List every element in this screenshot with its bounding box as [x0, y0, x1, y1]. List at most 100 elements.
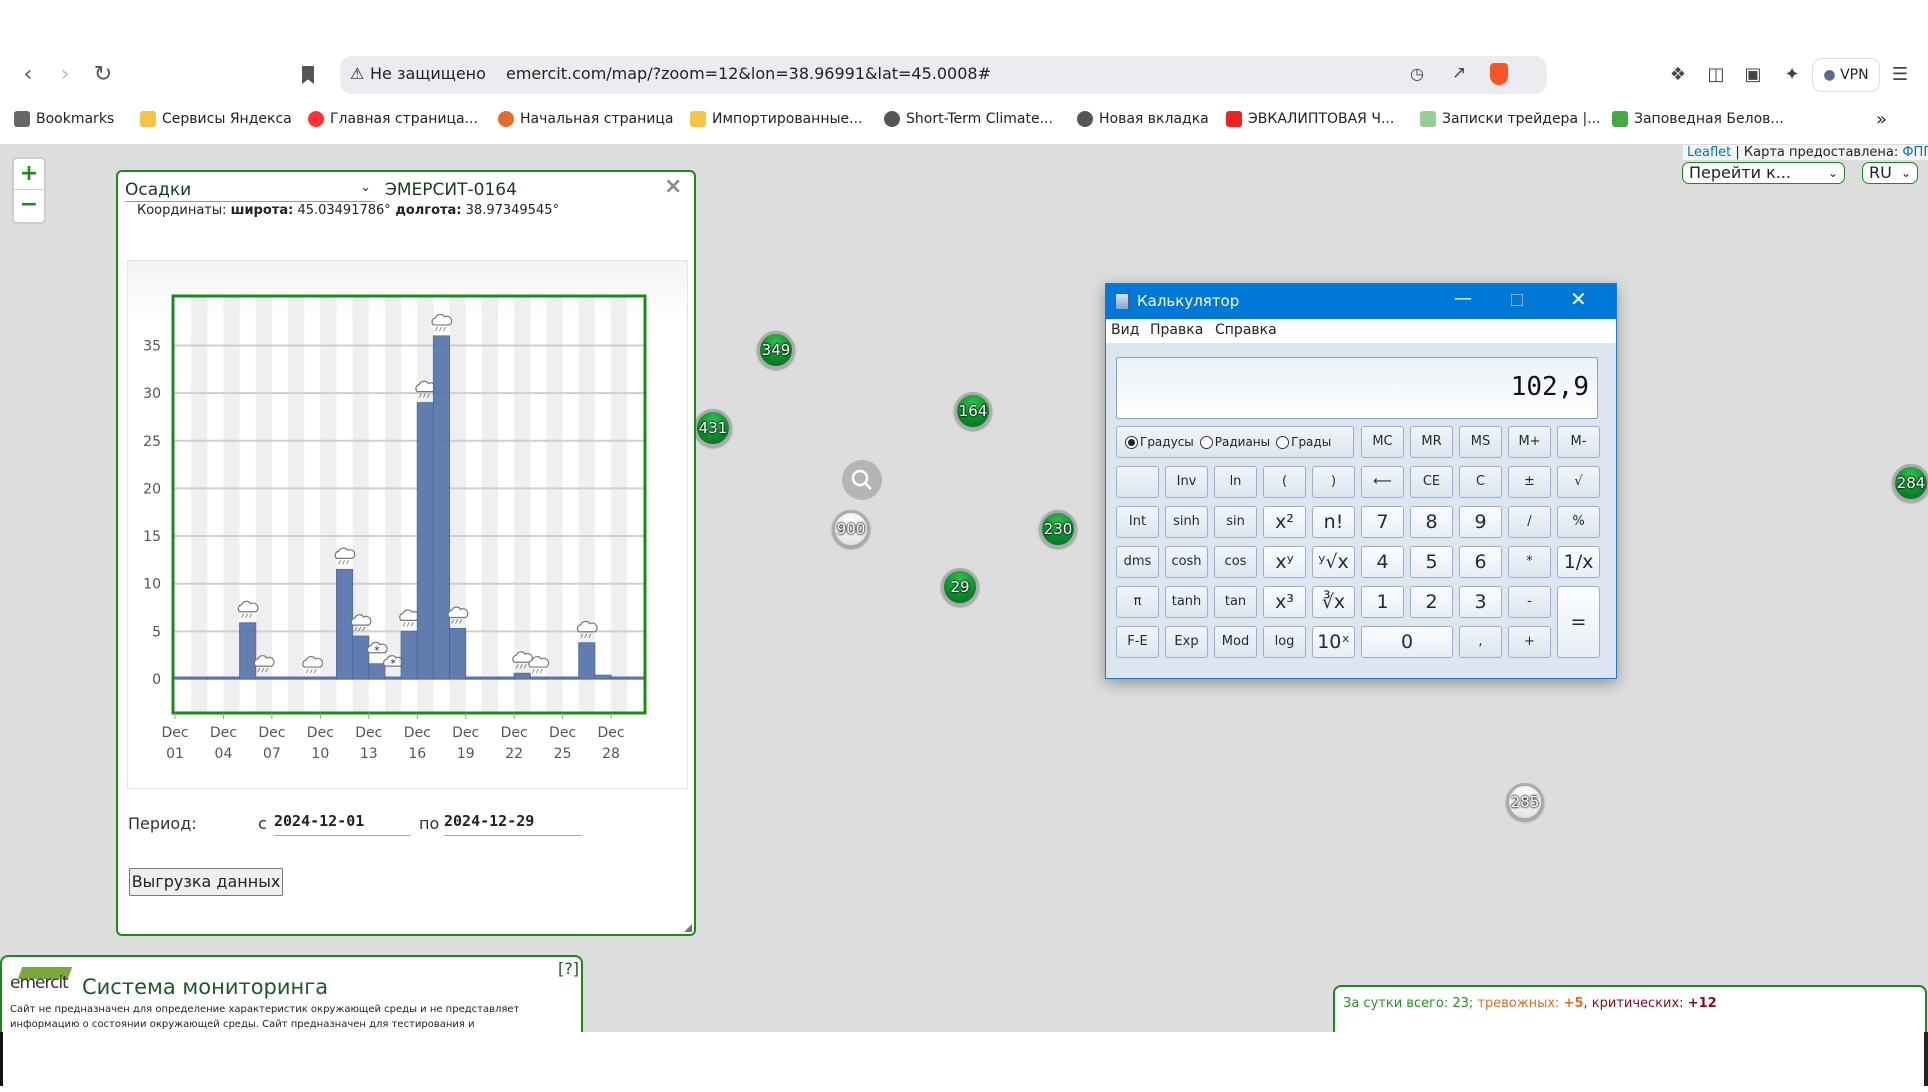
key-0[interactable]: 0 — [1361, 626, 1453, 658]
key-tanh[interactable]: tanh — [1165, 586, 1208, 618]
key-7[interactable]: 7 — [1361, 506, 1404, 538]
minimize-button[interactable]: — — [1454, 288, 1472, 309]
reload-button[interactable]: ↻ — [93, 62, 113, 87]
bar-dec-27[interactable] — [594, 674, 612, 680]
calculator-titlebar[interactable]: Калькулятор — ✕ — [1106, 284, 1616, 319]
key-([interactable]: ( — [1263, 466, 1306, 498]
provider-link[interactable]: ФППД — [1902, 145, 1928, 160]
key-ln[interactable]: ln — [1214, 466, 1257, 498]
key-Inv[interactable]: Inv — [1165, 466, 1208, 498]
key-sin[interactable]: sin — [1214, 506, 1257, 538]
key-/[interactable]: / — [1508, 506, 1551, 538]
zoom-out-button[interactable]: − — [19, 192, 39, 217]
to-date-input[interactable]: 2024-12-29 — [444, 812, 582, 836]
ai-sparkle-icon[interactable]: ✦ — [1784, 64, 1800, 85]
more-bookmarks-button[interactable]: » — [1876, 108, 1888, 130]
bookmark-item[interactable]: Сервисы Яндекса — [140, 108, 292, 130]
key-5[interactable]: 5 — [1410, 546, 1453, 578]
key-sinh[interactable]: sinh — [1165, 506, 1208, 538]
key-n![interactable]: n! — [1312, 506, 1355, 538]
bookmark-item[interactable]: Записки трейдера |... — [1420, 108, 1601, 130]
key-4[interactable]: 4 — [1361, 546, 1404, 578]
bar-dec-28[interactable] — [610, 676, 628, 680]
url-text[interactable]: emercit.com/map/?zoom=12&lon=38.96991&la… — [506, 64, 991, 83]
angle-mode-radio[interactable]: Грады — [1276, 435, 1331, 449]
key-log[interactable]: log — [1263, 626, 1306, 658]
menu-icon[interactable]: ☰ — [1891, 64, 1909, 85]
bar-dec-16[interactable] — [416, 402, 434, 680]
key-±[interactable]: ± — [1508, 466, 1551, 498]
key-1/x[interactable]: 1/x — [1557, 546, 1600, 578]
bar-dec-08[interactable] — [287, 676, 305, 680]
key-dms[interactable]: dms — [1116, 546, 1159, 578]
key-+[interactable]: + — [1508, 626, 1551, 658]
bookmark-item[interactable]: Новая вкладка — [1077, 108, 1209, 130]
bar-dec-09[interactable] — [303, 676, 321, 680]
key-cosh[interactable]: cosh — [1165, 546, 1208, 578]
parameter-select[interactable]: Осадки ⌄ — [125, 180, 375, 202]
wallet-icon[interactable]: ▣ — [1744, 64, 1762, 85]
blank-key[interactable] — [1116, 466, 1159, 498]
bar-dec-21[interactable] — [497, 676, 515, 680]
key-⟵[interactable]: ⟵ — [1361, 466, 1404, 498]
key-∛x[interactable]: ∛x — [1312, 586, 1355, 618]
back-button[interactable]: ‹ — [23, 62, 33, 87]
bar-dec-19[interactable] — [465, 676, 483, 680]
key-MC[interactable]: MC — [1361, 426, 1404, 458]
key-Mod[interactable]: Mod — [1214, 626, 1257, 658]
maximize-button[interactable] — [1511, 294, 1523, 306]
forward-button[interactable]: › — [60, 62, 70, 87]
bookmark-item[interactable]: Начальная страница — [498, 108, 673, 130]
bar-dec-24[interactable] — [545, 676, 564, 680]
key-cos[interactable]: cos — [1214, 546, 1257, 578]
bookmark-item[interactable]: Short-Term Climate... — [884, 108, 1053, 130]
key-%[interactable]: % — [1557, 506, 1600, 538]
key-10ˣ[interactable]: 10ˣ — [1312, 626, 1355, 658]
station-marker[interactable]: 900 — [832, 510, 870, 548]
station-marker[interactable]: 284 — [1892, 464, 1928, 502]
bar-dec-03[interactable] — [206, 676, 224, 680]
close-button[interactable]: ✕ — [1570, 287, 1587, 311]
export-data-button[interactable]: Выгрузка данных — [129, 868, 283, 896]
bookmark-icon[interactable] — [302, 66, 314, 84]
menu-edit[interactable]: Правка — [1150, 322, 1204, 338]
bookmark-item[interactable]: Импортированные... — [690, 108, 863, 130]
key-MR[interactable]: MR — [1410, 426, 1453, 458]
bar-dec-26[interactable] — [578, 642, 596, 680]
bar-dec-10[interactable] — [319, 676, 338, 680]
speed-icon[interactable]: ◷ — [1410, 64, 1424, 83]
resize-handle[interactable] — [684, 924, 692, 932]
bar-dec-29[interactable] — [626, 676, 644, 680]
key-M+[interactable]: M+ — [1508, 426, 1551, 458]
station-marker[interactable]: 29 — [941, 568, 979, 606]
key-2[interactable]: 2 — [1410, 586, 1453, 618]
key-F-E[interactable]: F-E — [1116, 626, 1159, 658]
bookmark-item[interactable]: Главная страница... — [308, 108, 478, 130]
key-9[interactable]: 9 — [1459, 506, 1502, 538]
vpn-button[interactable]: ● VPN — [1812, 58, 1880, 92]
key-x³[interactable]: x³ — [1263, 586, 1306, 618]
key-=[interactable]: = — [1557, 586, 1600, 658]
bar-dec-06[interactable] — [255, 676, 273, 680]
key-π[interactable]: π — [1116, 586, 1159, 618]
bar-dec-01[interactable] — [174, 676, 192, 680]
key-ʸ√x[interactable]: ʸ√x — [1312, 546, 1355, 578]
leaflet-link[interactable]: Leaflet — [1687, 145, 1732, 160]
key-Int[interactable]: Int — [1116, 506, 1159, 538]
key-,[interactable]: , — [1459, 626, 1502, 658]
key--[interactable]: - — [1508, 586, 1551, 618]
address-bar[interactable]: ⚠ Не защищено emercit.com/map/?zoom=12&l… — [340, 56, 1547, 94]
key-6[interactable]: 6 — [1459, 546, 1502, 578]
close-button[interactable]: × — [664, 174, 683, 199]
extensions-icon[interactable]: ❖ — [1669, 64, 1687, 85]
help-link[interactable]: [?] — [558, 959, 579, 978]
bookmark-item[interactable]: Bookmarks — [14, 108, 114, 130]
key-)[interactable]: ) — [1312, 466, 1355, 498]
bar-dec-23[interactable] — [529, 676, 547, 680]
bar-dec-15[interactable] — [400, 630, 418, 680]
goto-select[interactable]: Перейти к... ⌄ — [1682, 162, 1845, 184]
bar-dec-22[interactable] — [513, 672, 531, 680]
bookmark-item[interactable]: Заповедная Белов... — [1612, 108, 1784, 130]
bar-dec-17[interactable] — [432, 335, 451, 680]
menu-view[interactable]: Вид — [1111, 322, 1140, 338]
